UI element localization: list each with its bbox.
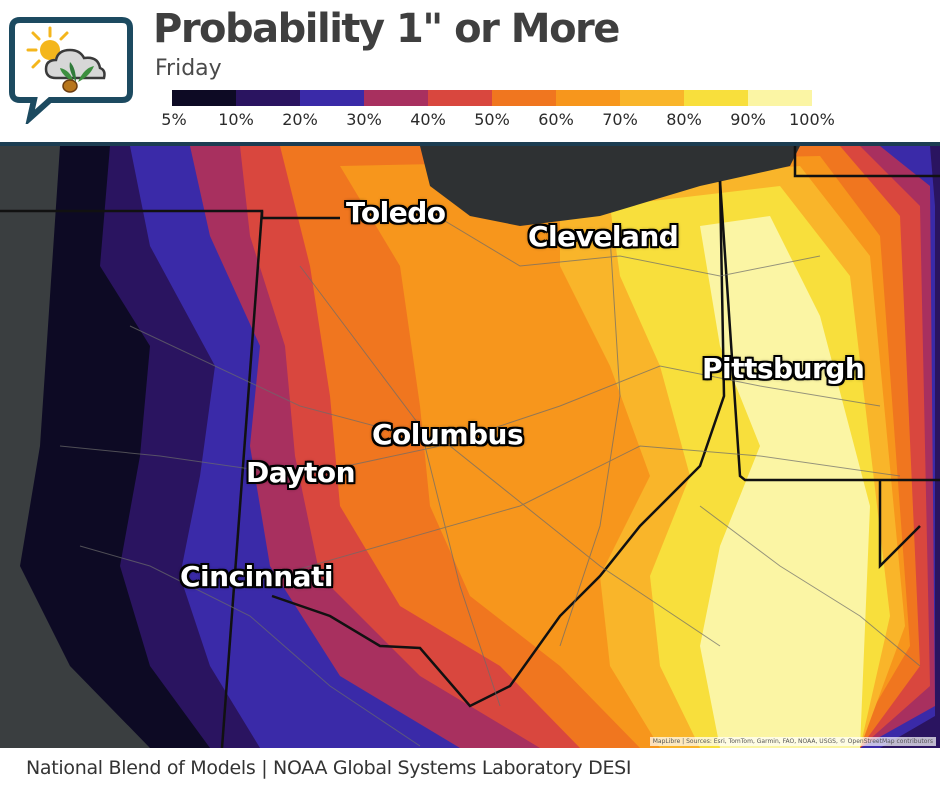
map-title: Probability 1" or More xyxy=(153,6,620,52)
footer: National Blend of Models | NOAA Global S… xyxy=(0,748,940,788)
legend-swatch xyxy=(556,90,620,106)
legend-tick-label: 90% xyxy=(730,110,766,129)
legend-tick-label: 100% xyxy=(789,110,835,129)
header-divider xyxy=(0,142,940,146)
map-canvas xyxy=(0,146,940,748)
legend-swatch xyxy=(364,90,428,106)
city-label-cleveland: Cleveland xyxy=(528,220,679,253)
legend-tick-label: 5% xyxy=(161,110,187,129)
legend-swatch xyxy=(300,90,364,106)
legend-tick-label: 70% xyxy=(602,110,638,129)
legend-tick-label: 20% xyxy=(282,110,318,129)
map-attribution[interactable]: MapLibre | Sources: Esri, TomTom, Garmin… xyxy=(649,737,936,746)
legend-swatch xyxy=(428,90,492,106)
city-label-toledo: Toledo xyxy=(346,196,446,229)
data-source-credit: National Blend of Models | NOAA Global S… xyxy=(26,757,632,779)
legend-tick-label: 40% xyxy=(410,110,446,129)
legend-tick-label: 50% xyxy=(474,110,510,129)
probability-map[interactable]: Toledo Cleveland Pittsburgh Columbus Day… xyxy=(0,146,940,748)
city-label-columbus: Columbus xyxy=(372,418,524,451)
legend-tick-label: 30% xyxy=(346,110,382,129)
legend-tick-label: 60% xyxy=(538,110,574,129)
legend-swatch xyxy=(620,90,684,106)
color-legend xyxy=(172,90,812,106)
legend-tick-label: 10% xyxy=(218,110,254,129)
legend-swatch xyxy=(748,90,812,106)
weather-logo-icon xyxy=(8,14,134,127)
legend-tick-label: 80% xyxy=(666,110,702,129)
map-subtitle: Friday xyxy=(155,56,222,81)
city-label-dayton: Dayton xyxy=(246,456,356,489)
legend-swatch xyxy=(236,90,300,106)
city-label-pittsburgh: Pittsburgh xyxy=(702,352,865,385)
legend-swatch xyxy=(172,90,236,106)
legend-swatch xyxy=(492,90,556,106)
city-label-cincinnati: Cincinnati xyxy=(180,560,334,593)
legend-labels: 5% 10% 20% 30% 40% 50% 60% 70% 80% 90% 100% xyxy=(0,110,940,136)
legend-swatch xyxy=(684,90,748,106)
header: Probability 1" or More Friday 5% 10% 20% 30… xyxy=(0,0,940,142)
